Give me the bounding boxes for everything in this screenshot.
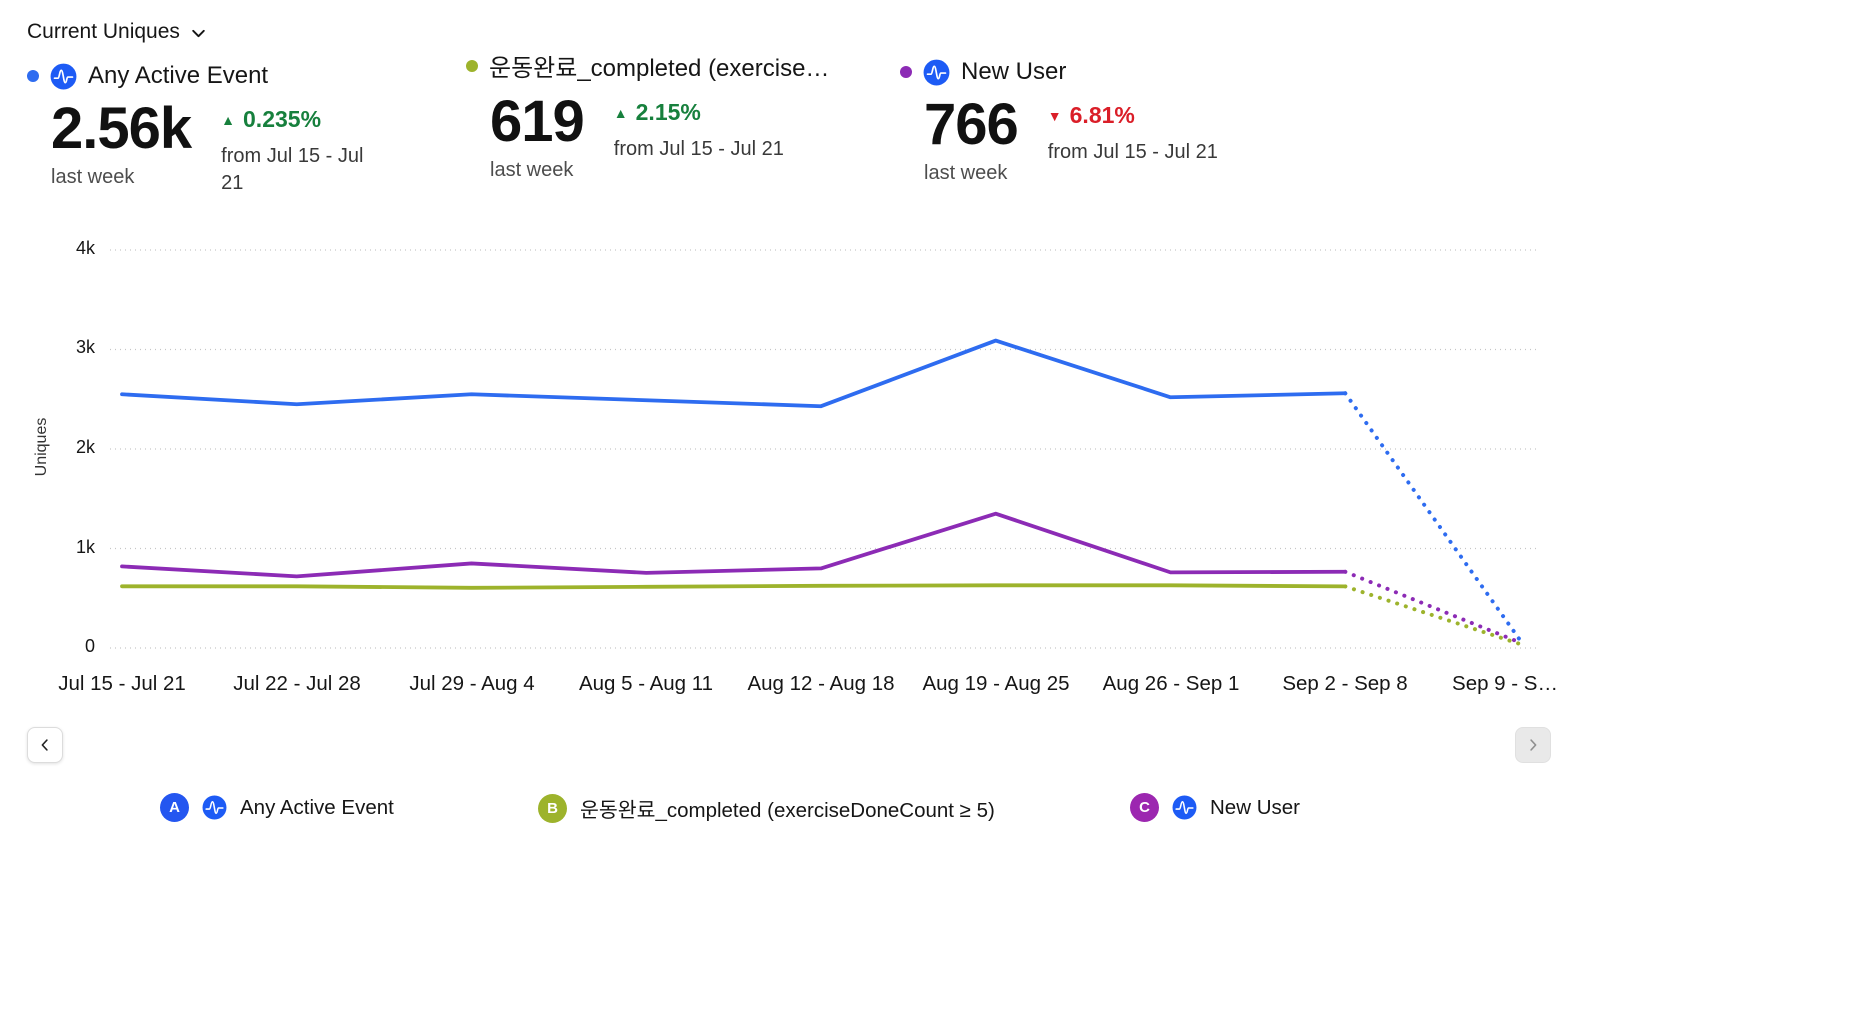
- y-axis-title: Uniques: [33, 417, 50, 477]
- metric-title: New User: [961, 58, 1067, 85]
- change-percent: 0.235%: [243, 106, 322, 132]
- metric-value: 619: [490, 89, 585, 154]
- metric-card-any-active-event: Any Active Event 2.56k last week ▲ 0.235…: [27, 62, 373, 197]
- metric-value: 766: [924, 92, 1019, 157]
- metric-mode-selector[interactable]: Current Uniques: [27, 20, 207, 44]
- y-tick-label: 0: [84, 636, 95, 656]
- legend-letter-badge: B: [538, 793, 567, 823]
- metric-compare-range: from Jul 15 - Jul 21: [613, 138, 784, 160]
- legend-label: 운동완료_completed (exerciseDoneCount ≥ 5): [580, 799, 995, 822]
- metric-card-exercise-completed: 운동완료_completed (exercise… 619 last week …: [466, 48, 829, 182]
- x-axis-label: Aug 26 - Sep 1: [1102, 672, 1240, 695]
- x-axis-label: Aug 19 - Aug 25: [922, 672, 1070, 695]
- y-tick-label: 4k: [75, 238, 95, 258]
- metric-period: last week: [51, 166, 135, 188]
- amplitude-icon: [923, 58, 950, 86]
- legend-item-new-user[interactable]: C New User: [1130, 793, 1300, 822]
- legend-label: New User: [1210, 795, 1300, 819]
- y-tick-label: 3k: [75, 337, 95, 357]
- metric-change: ▲ 2.15%: [614, 99, 784, 126]
- metric-period: last week: [924, 162, 1008, 184]
- change-percent: 2.15%: [635, 99, 701, 125]
- y-tick-label: 1k: [75, 537, 95, 557]
- series-color-dot: [466, 59, 478, 72]
- chevron-right-icon: [1530, 739, 1537, 751]
- change-down-icon: ▼: [1047, 107, 1062, 124]
- x-axis-label: Aug 12 - Aug 18: [747, 672, 895, 695]
- next-page-button[interactable]: [1515, 727, 1551, 763]
- x-axis-label: Sep 2 - Sep 8: [1282, 672, 1408, 695]
- x-axis-label: Aug 5 - Aug 11: [578, 672, 714, 695]
- x-axis-label: Sep 9 - S…: [1452, 672, 1558, 695]
- previous-page-button[interactable]: [27, 727, 63, 763]
- metric-change: ▲ 0.235%: [221, 106, 373, 133]
- metric-period: last week: [490, 159, 574, 181]
- legend-label: Any Active Event: [240, 795, 394, 819]
- metric-value: 2.56k: [51, 96, 192, 161]
- metric-compare-range: from Jul 15 - Jul 21: [221, 145, 364, 194]
- amplitude-icon: [202, 795, 227, 820]
- metric-card-new-user: New User 766 last week ▼ 6.81% from Jul …: [900, 58, 1218, 185]
- series-color-dot: [27, 70, 39, 82]
- legend-item-any-active-event[interactable]: A Any Active Event: [160, 793, 394, 822]
- metric-title: Any Active Event: [88, 62, 269, 89]
- change-percent: 6.81%: [1069, 102, 1135, 128]
- metric-mode-label: Current Uniques: [27, 20, 180, 43]
- change-up-icon: ▲: [221, 111, 236, 128]
- chevron-down-icon: [192, 29, 205, 38]
- legend-item-exercise-completed[interactable]: B 운동완료_completed (exerciseDoneCount ≥ 5): [538, 793, 995, 823]
- legend-letter-badge: A: [160, 793, 189, 822]
- metric-title: 운동완료_completed (exercise…: [489, 55, 830, 82]
- series-color-dot: [900, 66, 912, 78]
- metric-compare-range: from Jul 15 - Jul 21: [1047, 141, 1218, 163]
- x-axis-label: Jul 15 - Jul 21: [58, 672, 186, 695]
- change-up-icon: ▲: [613, 104, 628, 121]
- amplitude-icon: [1172, 795, 1197, 820]
- y-tick-label: 2k: [75, 437, 95, 457]
- x-axis-label: Jul 29 - Aug 4: [409, 672, 535, 695]
- amplitude-icon: [50, 62, 77, 90]
- metric-change: ▼ 6.81%: [1048, 102, 1218, 129]
- line-chart[interactable]: [110, 244, 1540, 656]
- legend-letter-badge: C: [1130, 793, 1159, 822]
- chevron-left-icon: [41, 739, 48, 751]
- x-axis-label: Jul 22 - Jul 28: [233, 672, 361, 695]
